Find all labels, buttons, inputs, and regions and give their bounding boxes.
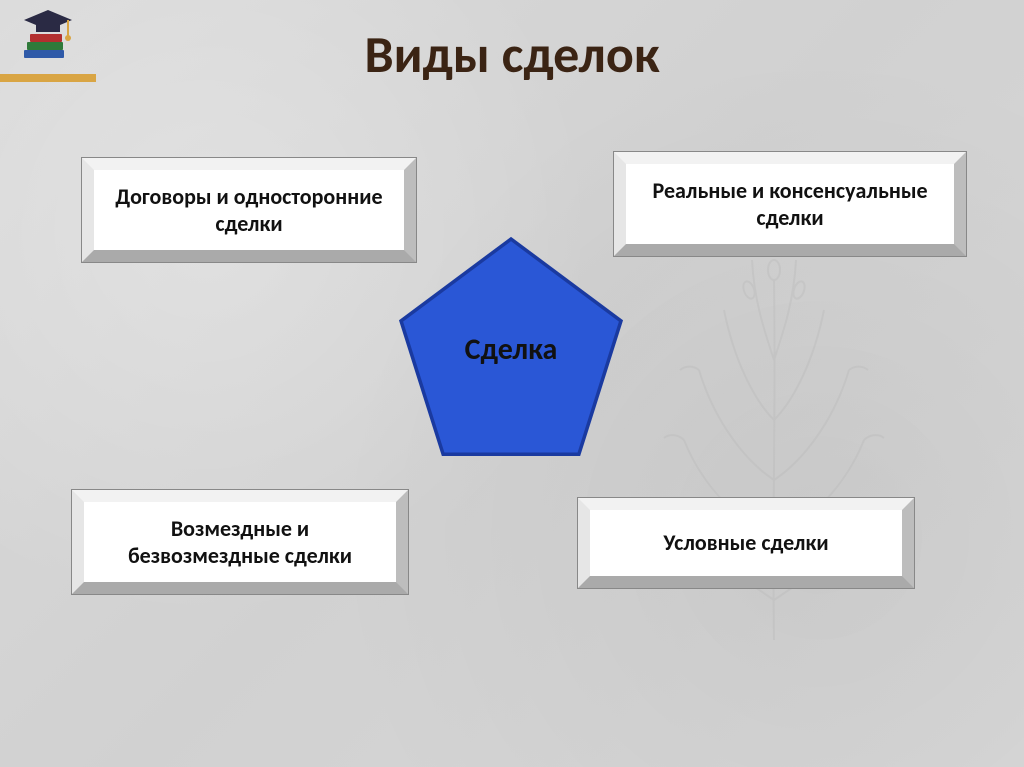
box-top-left: Договоры и односторонние сделки (82, 158, 416, 262)
box-bottom-right: Условные сделки (578, 498, 914, 588)
box-bottom-left-label: Возмездные и безвозмездные сделки (100, 515, 380, 570)
center-pentagon: Сделка (394, 232, 628, 454)
box-bottom-left: Возмездные и безвозмездные сделки (72, 490, 408, 594)
slide-title: Виды сделок (0, 22, 1024, 86)
box-bottom-right-label: Условные сделки (663, 529, 828, 557)
center-label: Сделка (465, 319, 558, 368)
box-top-left-label: Договоры и односторонние сделки (110, 183, 388, 238)
box-top-right: Реальные и консенсуальные сделки (614, 152, 966, 256)
box-top-right-label: Реальные и консенсуальные сделки (642, 177, 938, 232)
